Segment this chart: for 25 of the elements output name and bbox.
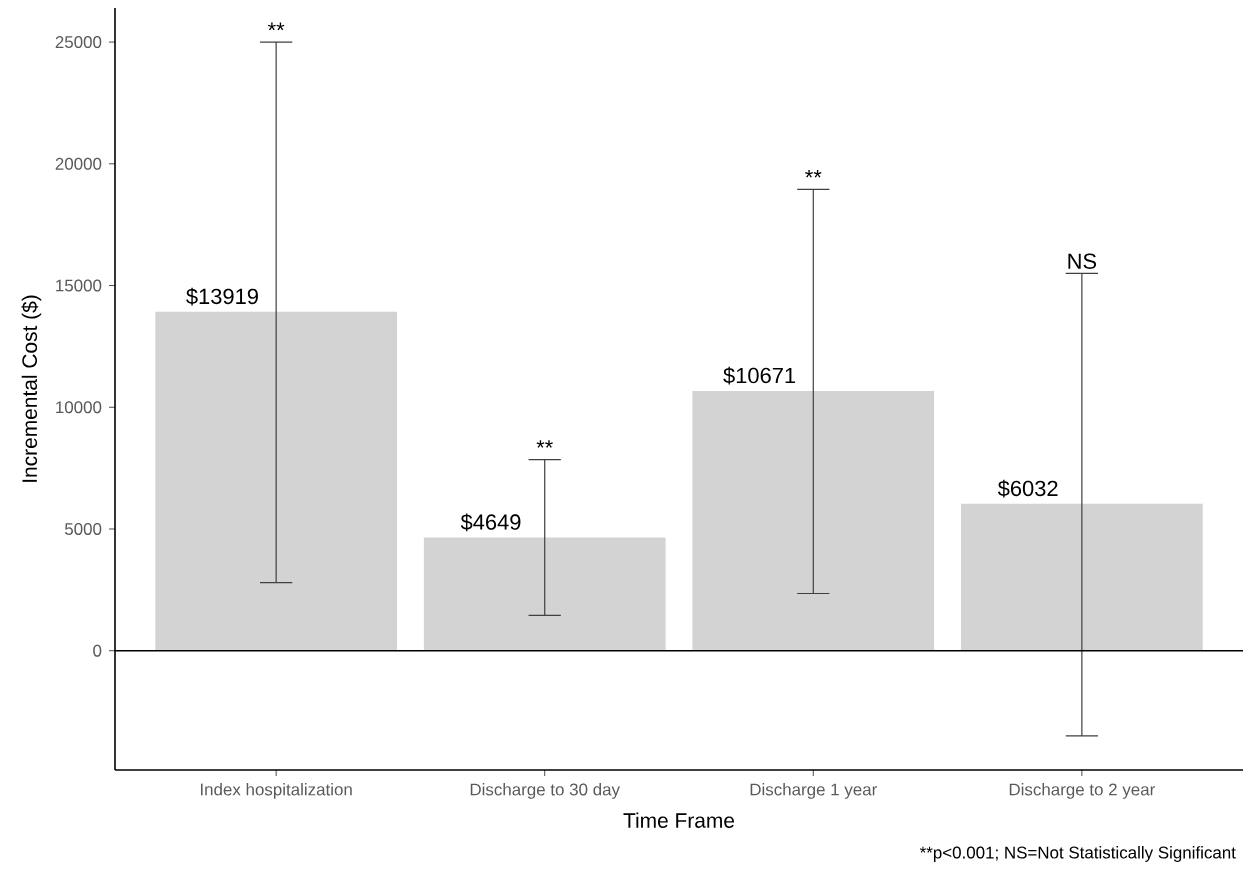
data-label: $4649 [460,513,521,532]
y-tick-label: 0 [93,644,102,657]
annotation: ** [536,440,553,448]
bar [423,537,666,651]
x-axis-title: Time Frame [623,812,735,828]
y-tick-label: 25000 [55,36,102,49]
y-tick-label: 15000 [56,279,102,292]
data-label: $13919 [186,287,258,306]
text: **p<0.001; NS=Not Statistically Significant [919,846,1236,862]
annotation: ** [267,22,285,31]
data-label: $6032 [997,479,1058,498]
x-tick-label: Discharge to 2 year [1009,783,1155,799]
y-tick-label: 5000 [64,523,102,535]
bar [961,503,1203,651]
annotation: NS [1068,253,1097,269]
data-label: $10671 [723,366,796,385]
y-tick-label: 20000 [55,157,102,170]
x-tick-label: Discharge to 30 day [470,783,620,799]
y-tick-label: 10000 [56,401,102,414]
y-axis-title: Incremental Cost ($) [21,295,42,482]
annotation: ** [805,169,822,178]
bar [692,390,935,651]
x-tick-label: Discharge 1 year [750,783,877,799]
x-tick-label: Index hospitalization [200,783,352,799]
bar [155,311,397,651]
